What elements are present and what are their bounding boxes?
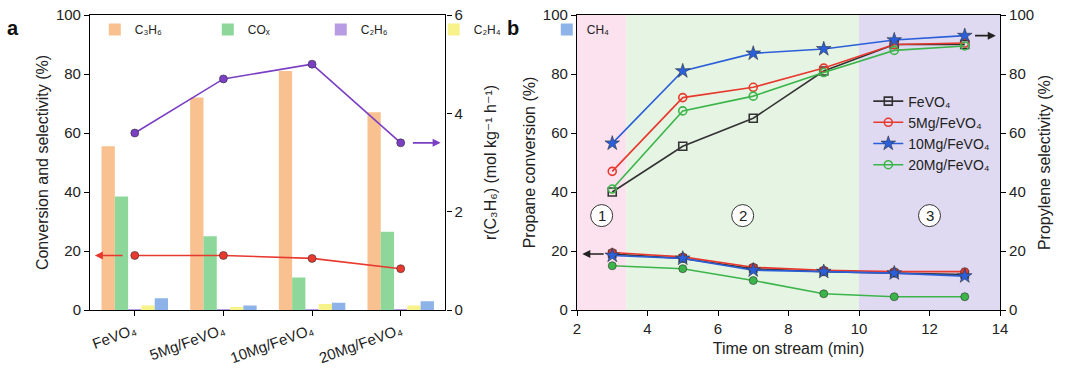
svg-text:6: 6 [714, 320, 722, 337]
svg-text:80: 80 [1009, 65, 1026, 82]
svg-text:2: 2 [455, 203, 463, 220]
svg-text:Time on stream (min): Time on stream (min) [713, 340, 864, 357]
svg-text:100: 100 [543, 6, 568, 23]
svg-text:3: 3 [926, 207, 934, 224]
svg-text:20Mg/FeVO₄: 20Mg/FeVO₄ [317, 320, 405, 366]
svg-text:4: 4 [455, 105, 463, 122]
svg-text:40: 40 [1009, 183, 1026, 200]
svg-text:0: 0 [1009, 301, 1017, 318]
svg-text:Conversion and selectivity (%): Conversion and selectivity (%) [34, 55, 51, 270]
svg-text:10: 10 [851, 320, 868, 337]
svg-text:C₃H₆: C₃H₆ [135, 23, 162, 37]
svg-text:FeVO₄: FeVO₄ [908, 94, 951, 110]
svg-text:b: b [507, 17, 519, 39]
svg-text:Propane conversion (%): Propane conversion (%) [521, 77, 538, 249]
svg-text:6: 6 [455, 6, 463, 23]
svg-text:80: 80 [551, 65, 568, 82]
svg-text:1: 1 [598, 207, 606, 224]
svg-text:20: 20 [64, 242, 81, 259]
svg-text:40: 40 [64, 183, 81, 200]
svg-text:20: 20 [1009, 242, 1026, 259]
svg-text:0: 0 [455, 301, 463, 318]
svg-text:14: 14 [992, 320, 1009, 337]
svg-text:a: a [7, 17, 19, 39]
svg-text:COₓ: COₓ [248, 23, 270, 37]
svg-text:40: 40 [551, 183, 568, 200]
svg-text:12: 12 [921, 320, 938, 337]
svg-text:C₂H₆: C₂H₆ [361, 23, 388, 37]
svg-text:60: 60 [64, 124, 81, 141]
svg-text:100: 100 [56, 6, 81, 23]
svg-text:2: 2 [573, 320, 581, 337]
svg-text:60: 60 [551, 124, 568, 141]
svg-text:20: 20 [551, 242, 568, 259]
svg-text:C₂H₄: C₂H₄ [474, 23, 501, 37]
svg-text:80: 80 [64, 65, 81, 82]
svg-text:10Mg/FeVO₄: 10Mg/FeVO₄ [908, 136, 989, 152]
svg-text:4: 4 [643, 320, 651, 337]
svg-text:0: 0 [73, 301, 81, 318]
svg-text:10Mg/FeVO₄: 10Mg/FeVO₄ [228, 320, 316, 366]
svg-text:0: 0 [560, 301, 568, 318]
svg-text:100: 100 [1009, 6, 1034, 23]
svg-text:5Mg/FeVO₄: 5Mg/FeVO₄ [147, 320, 227, 363]
svg-text:5Mg/FeVO₄: 5Mg/FeVO₄ [908, 115, 982, 131]
svg-text:2: 2 [739, 207, 747, 224]
svg-text:r(C₃H₆) (mol kg⁻¹ h⁻¹): r(C₃H₆) (mol kg⁻¹ h⁻¹) [482, 85, 499, 240]
svg-text:FeVO₄: FeVO₄ [90, 320, 138, 351]
svg-text:8: 8 [784, 320, 792, 337]
svg-text:20Mg/FeVO₄: 20Mg/FeVO₄ [908, 157, 989, 173]
svg-text:Propylene selectivity (%): Propylene selectivity (%) [1036, 75, 1053, 250]
svg-text:CH₄: CH₄ [587, 23, 609, 37]
svg-text:60: 60 [1009, 124, 1026, 141]
